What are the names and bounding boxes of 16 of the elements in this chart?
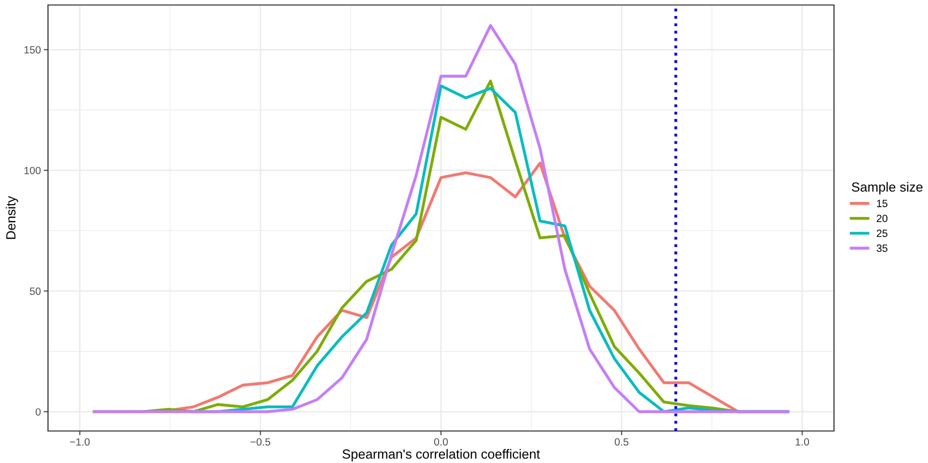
y-tick-label: 100 <box>24 166 41 174</box>
y-tick-label: 50 <box>30 288 41 295</box>
legend-title: Sample size <box>852 182 923 194</box>
legend-label: 25 <box>876 230 888 238</box>
legend-label: 15 <box>877 200 888 208</box>
legend-label: 20 <box>876 214 888 222</box>
legend-label: 35 <box>876 244 888 252</box>
y-tick-label: 0 <box>36 408 41 416</box>
x-tick-label: 1.0 <box>796 438 810 446</box>
x-tick-label: −1.0 <box>70 438 90 446</box>
x-axis-title: Spearman's correlation coefficient <box>342 449 540 462</box>
x-tick-label: 0.0 <box>434 438 448 446</box>
y-axis-title: Density <box>6 196 18 239</box>
x-tick-label: 0.5 <box>614 438 628 446</box>
y-tick-label: 150 <box>24 46 41 54</box>
x-tick-label: −0.5 <box>250 438 270 446</box>
